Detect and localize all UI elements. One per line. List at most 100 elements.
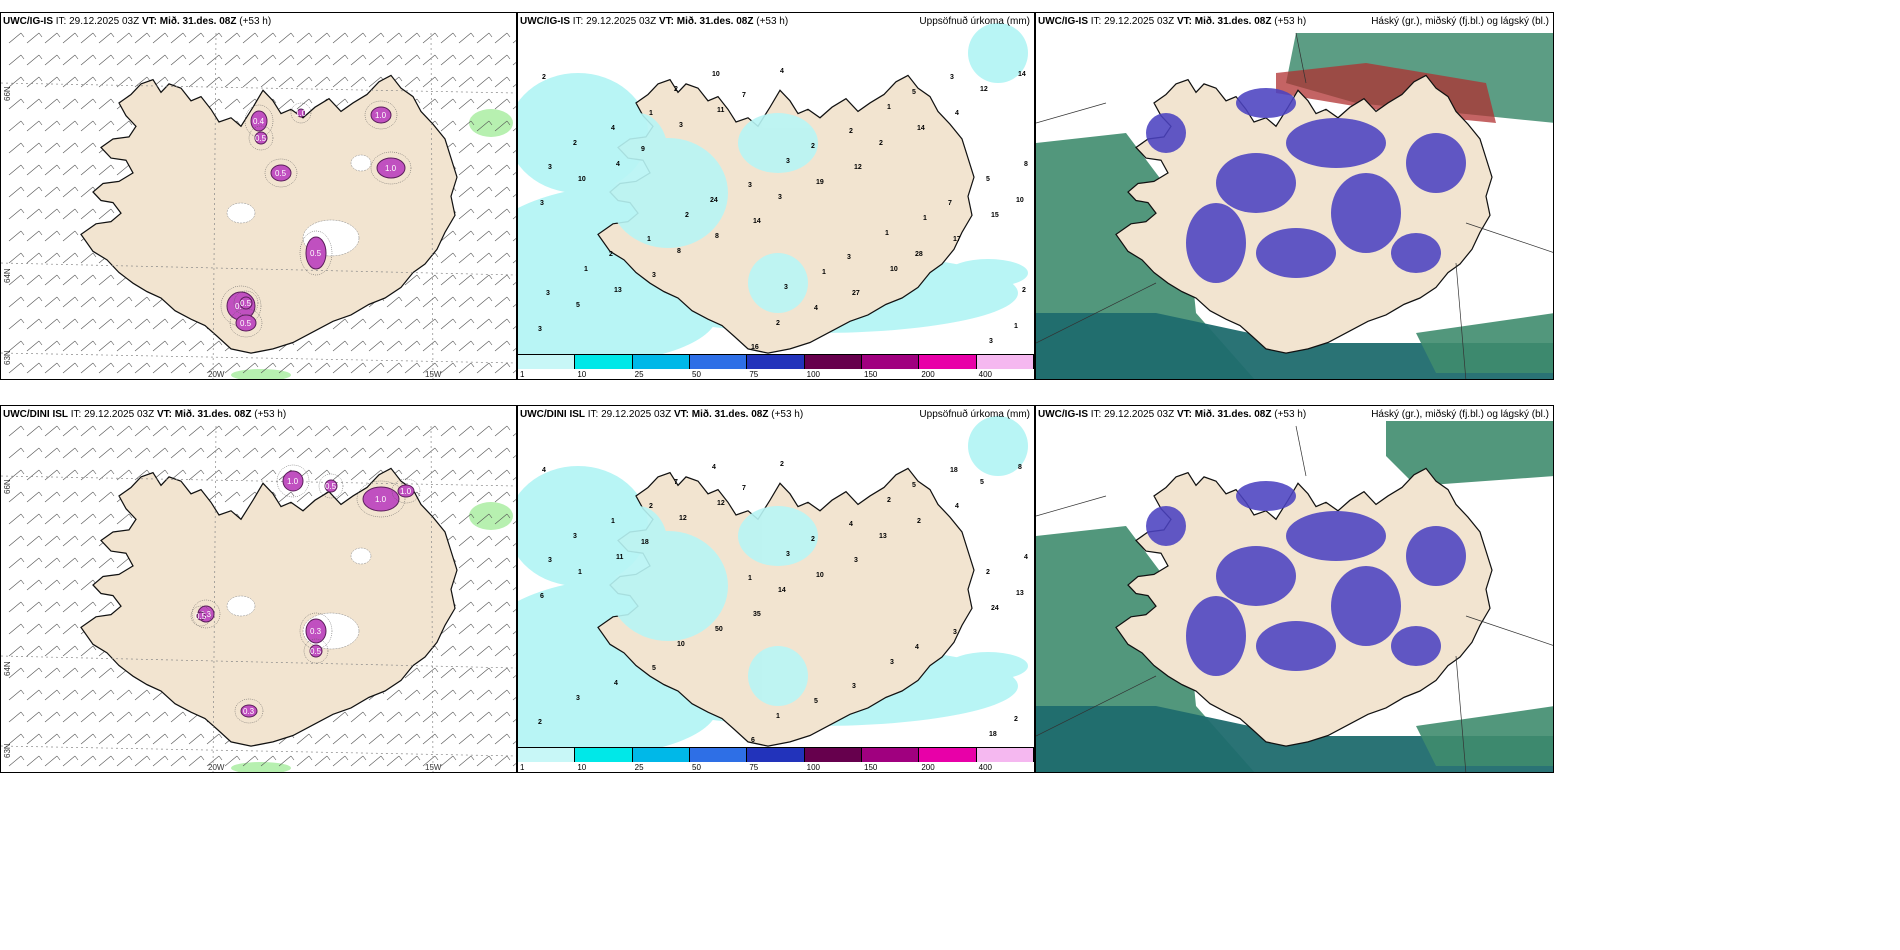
init-time: 29.12.2025 03Z (586, 16, 657, 27)
precip-value: 1 (647, 236, 651, 243)
icing-area: 0.5 (299, 230, 333, 276)
precip-value: 4 (614, 680, 618, 687)
precip-value: 2 (649, 503, 653, 510)
precip-value: 2 (538, 719, 542, 726)
precip-value: 3 (538, 326, 542, 333)
precip-value: 12 (717, 500, 725, 507)
precip-value: 10 (1016, 197, 1024, 204)
valid-time: Mið. 31.des. 08Z (1194, 409, 1272, 420)
panel-clouds-top: UWC/IG-IS IT: 29.12.2025 03Z VT: Mið. 31… (1035, 12, 1554, 380)
lat-label-63n: 63N (3, 350, 12, 365)
precip-value: 3 (778, 194, 782, 201)
init-time: 29.12.2025 03Z (84, 409, 155, 420)
precip-value: 2 (1022, 287, 1026, 294)
model-name: UWC/IG-IS (1038, 409, 1088, 420)
iceland-coastline (80, 74, 458, 354)
lat-label-64n: 64N (3, 661, 12, 676)
precip-colorbar: 1 10 25 50 75 100 150 200 400 (518, 747, 1034, 772)
icing-label: 0.5 (255, 134, 267, 143)
precip-value: 10 (578, 176, 586, 183)
precip-value: 12 (679, 515, 687, 522)
precip-value: 3 (652, 272, 656, 279)
vt-label: VT: (141, 16, 157, 27)
colorbar-tick: 50 (692, 370, 701, 379)
panel-title: UWC/IG-IS IT: 29.12.2025 03Z VT: Mið. 31… (1038, 16, 1306, 27)
precip-value: 18 (641, 539, 649, 546)
field-title: Háský (gr.), miðský (fj.bl.) og lágský (… (1371, 16, 1549, 27)
it-label: IT: (587, 409, 599, 420)
precip-value: 1 (578, 569, 582, 576)
vt-label: VT: (156, 409, 172, 420)
precip-value: 11 (616, 554, 624, 561)
precip-value: 1 (584, 266, 588, 273)
precip-value: 3 (890, 659, 894, 666)
colorbar-swatch (862, 355, 920, 369)
it-label: IT: (1090, 409, 1102, 420)
panel-precip-top: 2 4 14 7 12 11 4 3 14 9 2 4 12 10 19 3 3 10 14 15 8 17 8 28 3 10 1… (517, 12, 1035, 380)
icing-label: 0.5 (325, 482, 337, 491)
precip-value: 3 (784, 284, 788, 291)
precip-value: 3 (548, 557, 552, 564)
precip-value: 14 (917, 125, 925, 132)
precip-value: 3 (950, 74, 954, 81)
lon-label-15w: 15W (425, 370, 442, 379)
precip-value: 4 (915, 644, 919, 651)
panel-precip-bottom: 4 2 8 7 5 12 4 12 2 18 13 11 3 1 10 6 14 13 35 24 50 3 10 4 5 3 4 3… (517, 405, 1035, 773)
colorbar-tick: 75 (749, 763, 759, 772)
valid-time: Mið. 31.des. 08Z (1194, 16, 1272, 27)
precip-shading-land (608, 113, 818, 313)
precip-value: 3 (748, 182, 752, 189)
vt-label: VT: (1176, 16, 1192, 27)
colorbar-tick: 25 (634, 370, 644, 379)
icing-area: 1.0 (364, 100, 398, 130)
map-canvas (1036, 406, 1553, 772)
precip-value: 1 (748, 575, 752, 582)
precip-value: 2 (887, 497, 891, 504)
cloud-blue-patches (1146, 481, 1466, 676)
precip-value: 5 (652, 665, 656, 672)
precip-value: 7 (674, 479, 678, 486)
icing-area: 0.5 (318, 473, 344, 499)
field-title: Uppsöfnuð úrkoma (mm) (919, 409, 1030, 420)
colorbar-tick: 200 (921, 763, 935, 772)
precip-value: 24 (710, 197, 718, 204)
colorbar-tick: 1 (520, 763, 525, 772)
lat-label-64n: 64N (3, 268, 12, 283)
precip-value: 1 (885, 230, 889, 237)
colorbar-tick: 100 (806, 763, 821, 772)
precip-value: 8 (715, 233, 719, 240)
precip-value: 3 (854, 557, 858, 564)
model-name: UWC/IG-IS (1038, 16, 1088, 27)
precip-value: 1 (822, 269, 826, 276)
precip-value: 2 (776, 320, 780, 327)
colorbar-swatch (518, 748, 576, 762)
precip-value: 1 (1014, 323, 1018, 330)
icing-label: 0.5 (310, 647, 322, 656)
lead-time: (+53 h) (1274, 16, 1307, 27)
precip-value: 5 (980, 479, 984, 486)
icing-area: 0.5 (303, 638, 329, 664)
colorbar-swatch (862, 748, 920, 762)
precip-value: 4 (712, 464, 716, 471)
init-time: 29.12.2025 03Z (69, 16, 140, 27)
icing-label: 0.5 (240, 299, 252, 308)
precip-value: 10 (712, 71, 720, 78)
init-time: 29.12.2025 03Z (1104, 409, 1175, 420)
precip-value: 4 (1024, 554, 1028, 561)
icing-label: 1.0 (295, 109, 307, 118)
model-name: UWC/DINI ISL (3, 409, 68, 420)
precip-value: 3 (679, 122, 683, 129)
icing-area: 1.0 (290, 102, 312, 124)
icing-label: 1.0 (287, 477, 299, 486)
panel-title: UWC/IG-IS IT: 29.12.2025 03Z VT: Mið. 31… (520, 16, 788, 27)
precip-value: 4 (616, 161, 620, 168)
precip-value: 9 (641, 146, 645, 153)
model-name: UWC/DINI ISL (520, 409, 585, 420)
lon-label-20w: 20W (208, 370, 225, 379)
icing-area: 0.5 (264, 158, 298, 188)
colorbar-swatch (919, 355, 977, 369)
icing-area: 1.0 (391, 478, 421, 504)
iceland-coastline (1115, 467, 1493, 747)
colorbar-tick: 400 (978, 763, 993, 772)
precip-value: 4 (611, 125, 615, 132)
